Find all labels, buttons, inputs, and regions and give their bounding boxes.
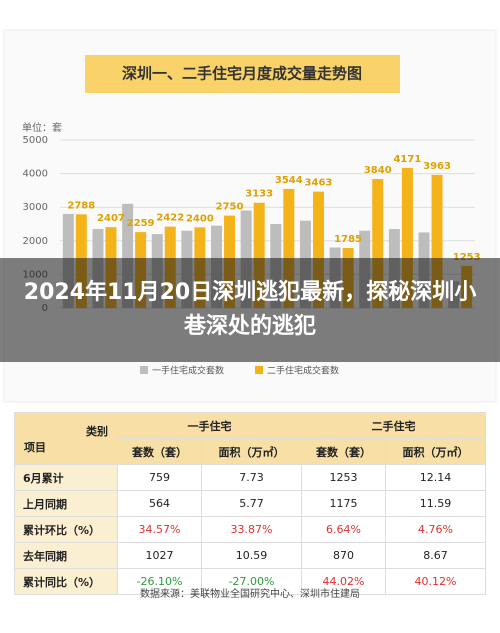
- table-cell: 564: [116, 490, 203, 517]
- table-cell: 1175: [300, 490, 387, 517]
- value-label: 3133: [245, 189, 273, 200]
- table-cell: 套数（套）: [116, 438, 203, 465]
- legend-label: 一手住宅成交套数: [152, 365, 224, 377]
- table-cell: 面积（万㎡）: [201, 438, 302, 465]
- table-row: 去年同期 1027 10.59 870 8.67: [14, 542, 486, 569]
- table-cell: 类别项目: [14, 412, 118, 465]
- table-cell: 10.59: [201, 542, 302, 569]
- bar: [122, 203, 134, 308]
- source: 数据来源：美联物业全国研究中心、深圳市住建局: [140, 589, 360, 600]
- table-cell: 12.14: [385, 464, 486, 491]
- table-cell: 1253: [300, 464, 387, 491]
- title-banner: [85, 55, 400, 93]
- bar: [312, 191, 324, 308]
- bar: [401, 167, 413, 308]
- table-cell: 8.67: [385, 542, 486, 569]
- table-row: 累计同比（%） -26.10% -27.00% 44.02% 40.12%: [14, 568, 486, 595]
- bar: [283, 188, 295, 308]
- table-cell: 去年同期: [14, 542, 118, 569]
- table-cell: -26.10%: [116, 568, 203, 595]
- legend-swatch: [255, 366, 263, 374]
- table-row: 累计环比（%） 34.57% 33.87% 6.64% 4.76%: [14, 516, 486, 543]
- y-tick-label: 2000: [23, 236, 48, 247]
- table-cell: 870: [300, 542, 387, 569]
- value-label: 2259: [127, 218, 155, 229]
- value-label: 3463: [305, 178, 333, 189]
- corner-top: 类别: [86, 424, 108, 438]
- table-cell: 33.87%: [201, 516, 302, 543]
- legend-swatch: [140, 366, 148, 374]
- table-cell: 一手住宅: [117, 412, 302, 439]
- value-label: 1253: [453, 252, 481, 263]
- bar: [253, 202, 265, 308]
- value-label: 2407: [97, 213, 125, 224]
- y-tick-label: 5000: [23, 135, 48, 146]
- table-cell: 6.64%: [300, 516, 387, 543]
- table-cell: 7.73: [201, 464, 302, 491]
- table-cell: 累计环比（%）: [14, 516, 118, 543]
- table-cell: 6月累计: [14, 464, 118, 491]
- table-cell: 5.77: [201, 490, 302, 517]
- table-cell: -27.00%: [201, 568, 302, 595]
- table-cell: 34.57%: [116, 516, 203, 543]
- table-cell: 759: [116, 464, 203, 491]
- value-label: 2788: [67, 200, 95, 211]
- chart-title: 深圳一、二手住宅月度成交量走势图: [122, 65, 362, 83]
- table-cell: 11.59: [385, 490, 486, 517]
- data-table: 类别 项目 一手住宅 二手住宅 套数（套） 面积（万㎡） 套数（套） 面积（万㎡） 6月累计 75…: [14, 412, 487, 595]
- value-label: 3544: [275, 175, 303, 186]
- bar: [372, 178, 384, 308]
- table-cell: 40.12%: [385, 568, 486, 595]
- table-row: 类别 项目 一手住宅 二手住宅: [14, 412, 487, 465]
- y-tick-label: 4000: [23, 169, 48, 180]
- table-row: 6月累计 759 7.73 1253 12.14: [14, 464, 486, 491]
- value-label: 2400: [186, 213, 214, 224]
- value-label: 3840: [364, 165, 392, 176]
- bar: [431, 174, 443, 308]
- value-label: 1785: [334, 234, 362, 245]
- value-label: 3963: [423, 161, 451, 172]
- table-cell: 套数（套）: [300, 438, 387, 465]
- table-row: 套数（套） 面积（万㎡） 套数（套） 面积（万㎡）: [15, 438, 486, 465]
- value-label: 2422: [156, 213, 184, 224]
- table-cell: 二手住宅: [300, 412, 487, 439]
- table-cell: 4.76%: [385, 516, 486, 543]
- y-axis-label: 单位：套: [22, 121, 62, 134]
- value-label: 2750: [216, 202, 244, 213]
- legend-label: 二手住宅成交套数: [267, 365, 339, 377]
- table-cell: 1027: [116, 542, 203, 569]
- table-row: 上月同期 564 5.77 1175 11.59: [14, 490, 486, 517]
- headline: 2024年11月20日深圳逃犯最新，探秘深圳小巷深处的逃犯: [0, 258, 500, 362]
- corner-bottom: 项目: [24, 440, 46, 454]
- y-tick-label: 3000: [23, 202, 48, 213]
- table-cell: 44.02%: [300, 568, 387, 595]
- table-cell: 上月同期: [14, 490, 118, 517]
- table-cell: 面积（万㎡）: [385, 438, 486, 465]
- table-cell: 累计同比（%）: [14, 568, 118, 595]
- value-label: 4171: [393, 154, 421, 165]
